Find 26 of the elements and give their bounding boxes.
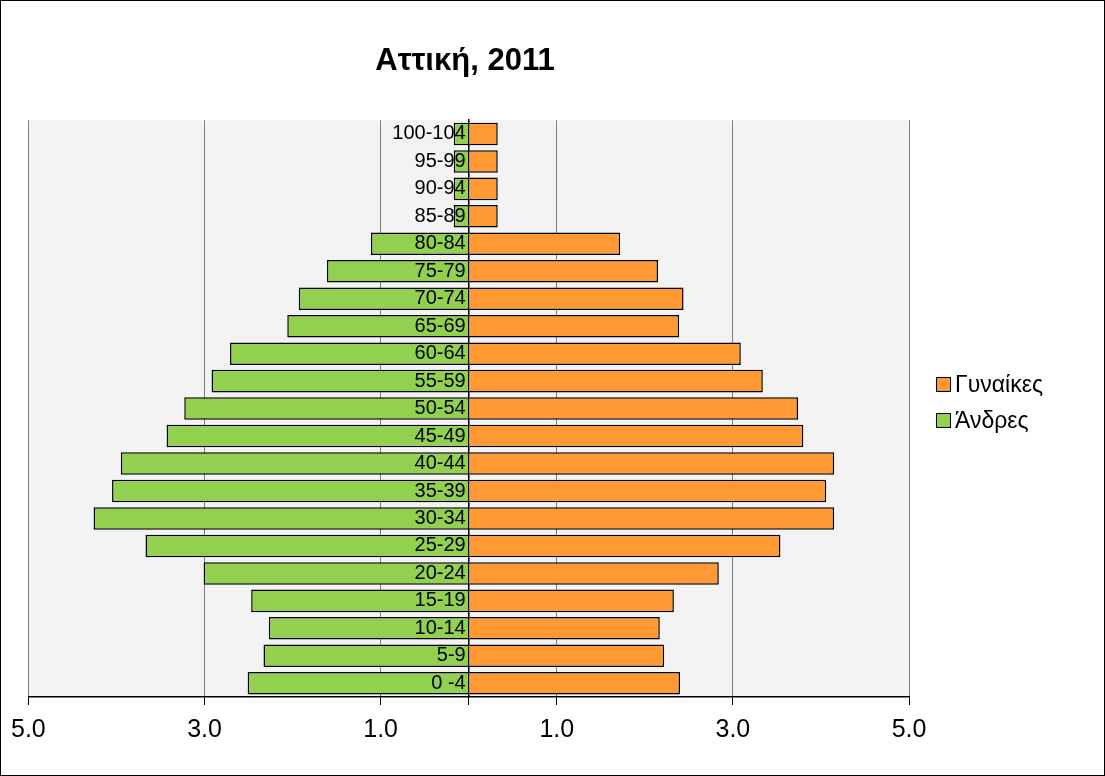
y-tick-label: 45-49 <box>414 423 466 446</box>
y-tick-label: 25-29 <box>414 533 466 556</box>
y-tick-label: 80-84 <box>414 231 466 254</box>
x-tick-label: 3.0 <box>715 713 751 742</box>
y-tick-label: 20-24 <box>414 560 466 583</box>
x-tick-label: 5.0 <box>10 713 46 742</box>
y-tick-label: 30-34 <box>414 505 466 528</box>
y-tick-label: 0 -4 <box>431 670 466 693</box>
y-tick-label: 40-44 <box>414 451 466 474</box>
x-tick-label: 5.0 <box>891 713 927 742</box>
chart-title: Αττική, 2011 <box>375 42 555 78</box>
y-tick-label: 75-79 <box>414 258 466 281</box>
y-tick-label: 10-14 <box>414 615 466 638</box>
y-tick-label: 70-74 <box>414 286 466 309</box>
legend-label: Γυναίκες <box>955 370 1043 399</box>
y-tick-label: 50-54 <box>414 396 466 419</box>
y-tick-label: 65-69 <box>414 313 466 336</box>
x-tick-label: 1.0 <box>539 713 575 742</box>
x-tick-label: 1.0 <box>363 713 399 742</box>
legend-label: Άνδρες <box>955 406 1029 435</box>
y-tick-label: 35-39 <box>414 478 466 501</box>
y-tick-label: 15-19 <box>414 588 466 611</box>
x-tick-label: 3.0 <box>187 713 222 742</box>
y-tick-label: 60-64 <box>414 341 466 364</box>
y-tick-label: 5-9 <box>436 643 466 666</box>
y-tick-label: 55-59 <box>414 368 466 391</box>
